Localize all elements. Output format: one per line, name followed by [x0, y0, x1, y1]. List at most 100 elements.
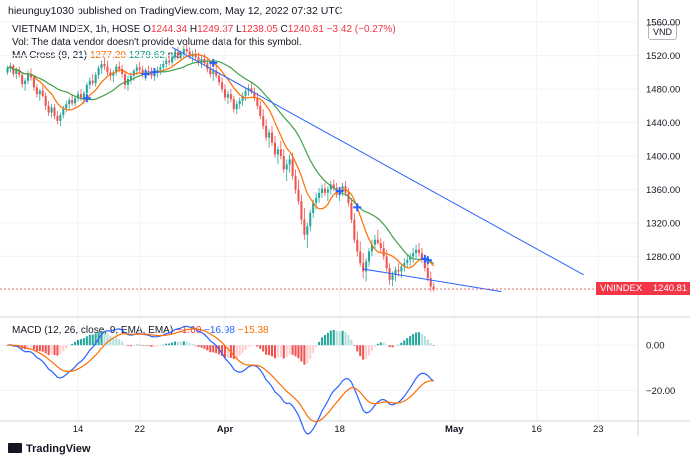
candle — [85, 82, 88, 96]
candle — [232, 95, 235, 113]
c-label: C — [280, 24, 288, 35]
candle-body — [218, 75, 221, 83]
candle-body — [103, 64, 106, 67]
macd-histogram-bar — [53, 345, 56, 356]
change-value: −3.42 (−0.27%) — [326, 24, 396, 35]
candle — [209, 64, 212, 78]
macd-histogram-bar — [341, 330, 344, 346]
candle — [279, 140, 282, 160]
candle-body — [235, 104, 238, 110]
candle-body — [56, 115, 59, 121]
macd-histogram-bar — [47, 345, 50, 356]
candle-body — [253, 92, 256, 98]
time-tick-label: 23 — [593, 424, 604, 435]
macd-histogram-bar — [6, 345, 9, 346]
macd-histogram-bar — [88, 334, 91, 346]
macd-histogram-bar — [35, 345, 38, 352]
candle-body — [285, 164, 288, 170]
macd-histogram-bar — [118, 339, 121, 346]
l-label: L — [236, 24, 242, 35]
macd-histogram-bar — [338, 331, 341, 346]
macd-histogram-bar — [382, 342, 385, 346]
candle-body — [353, 219, 356, 240]
macd-histogram-bar — [268, 345, 271, 356]
candle-body — [238, 100, 241, 105]
macd-histogram-bar — [150, 345, 153, 347]
tradingview-footer[interactable]: TradingView — [8, 443, 91, 455]
macd-histogram-bar — [212, 345, 215, 353]
candle — [141, 65, 144, 78]
h-label: H — [189, 24, 198, 35]
candle — [235, 100, 238, 115]
macd-histogram-bar — [370, 345, 374, 352]
candle — [403, 258, 406, 272]
macd-histogram-bar — [297, 345, 300, 359]
candle-body — [71, 99, 74, 104]
last-price-value: 1240.81 — [652, 283, 688, 295]
candle-body — [373, 239, 376, 245]
macd-histogram-bar — [215, 345, 218, 354]
macd-histogram-bar — [27, 345, 30, 349]
candle — [323, 182, 326, 197]
candle — [185, 43, 188, 54]
macd-histogram-bar — [82, 338, 85, 346]
macd-tick-label: 0.00 — [646, 341, 665, 352]
candle — [306, 222, 309, 249]
last-price-symbol: VNINDEX — [600, 283, 643, 295]
candle — [300, 194, 303, 225]
candle-body — [121, 69, 124, 75]
macd-histogram-bar — [391, 345, 394, 348]
candle — [370, 239, 374, 257]
macd-histogram-bar — [38, 345, 41, 352]
candle — [56, 110, 59, 125]
candle-body — [256, 97, 259, 106]
currency-badge[interactable]: VND — [648, 24, 678, 40]
macd-title: MACD (12, 26, close, 9, EMA, EMA) — [12, 325, 174, 336]
candle-body — [129, 75, 132, 80]
candle — [265, 119, 268, 141]
macd-histogram-bar — [197, 345, 200, 348]
macd-histogram-bar — [59, 345, 62, 355]
macd-histogram-bar — [91, 334, 94, 346]
candle-body — [400, 266, 403, 272]
candle — [412, 248, 415, 264]
candle-body — [403, 263, 406, 267]
macd-histogram-bar — [74, 341, 77, 346]
candle — [332, 179, 335, 192]
candle — [159, 64, 162, 75]
candle — [362, 253, 365, 279]
candle — [229, 89, 232, 103]
last-price-label: VNINDEX 1240.81 — [596, 282, 690, 296]
candle-body — [112, 72, 115, 76]
macd-histogram-bar — [44, 345, 47, 354]
macd-histogram-bar — [156, 345, 159, 347]
candle-body — [388, 268, 391, 280]
macd-histogram-bar — [353, 345, 356, 346]
ma-cross-marker — [209, 58, 218, 67]
macd-histogram-bar — [306, 345, 309, 364]
candle-body — [182, 48, 185, 54]
macd-histogram-bar — [415, 332, 418, 346]
macd-histogram-bar — [200, 345, 203, 348]
macd-histogram-bar — [315, 345, 318, 348]
price-tick-label: 1360.00 — [646, 185, 680, 196]
macd-histogram-bar — [300, 345, 303, 362]
volume-note: Vol: The data vendor doesn't provide vol… — [12, 37, 302, 48]
macd-histogram-bar — [279, 345, 282, 358]
candle-body — [59, 115, 62, 121]
candle-body — [176, 52, 179, 56]
ma-cross-marker — [141, 70, 150, 79]
candle-body — [47, 105, 50, 113]
candle — [103, 57, 106, 70]
macd-histogram-bar — [356, 345, 359, 352]
macd-histogram-bar — [85, 336, 88, 346]
macd-histogram-bar — [376, 343, 379, 346]
candle — [50, 104, 53, 118]
macd-histogram-bar — [50, 345, 53, 355]
candle — [406, 254, 409, 269]
candle — [165, 57, 168, 69]
macd-histogram-bar — [379, 342, 382, 346]
candle — [71, 94, 74, 106]
macd-histogram-bar — [429, 343, 432, 346]
